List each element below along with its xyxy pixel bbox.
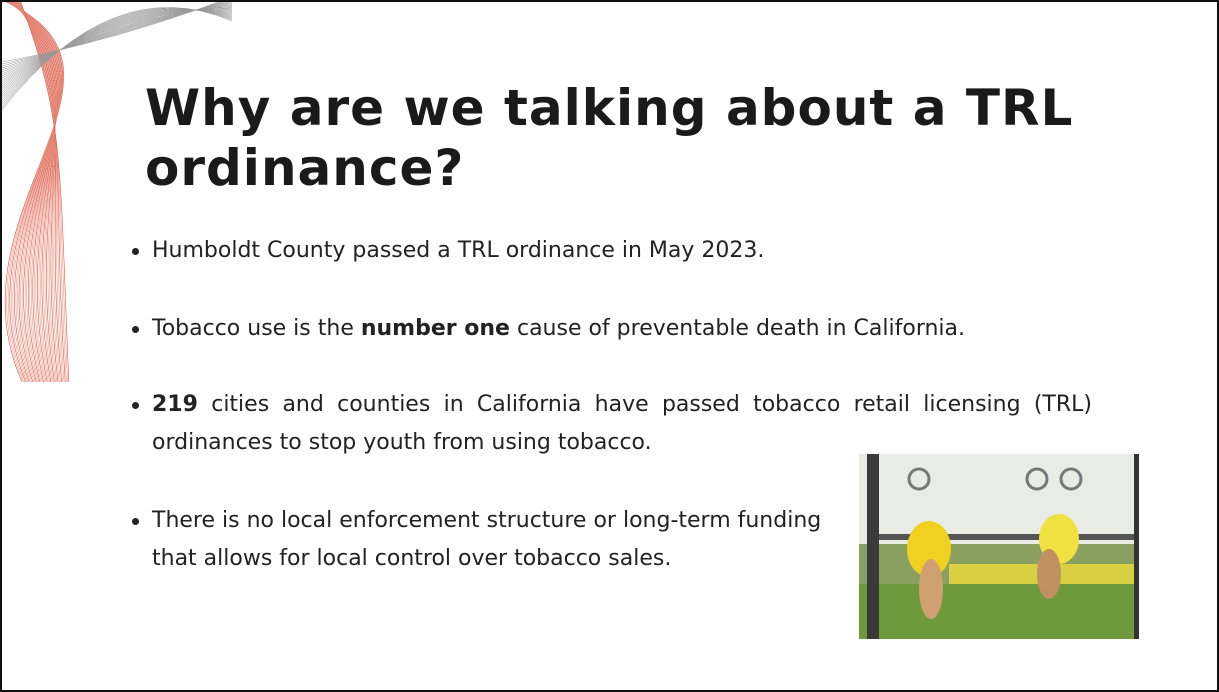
slide: Why are we talking about a TRL ordinance… (0, 0, 1219, 692)
text: There is no local enforcement structure … (152, 508, 821, 571)
text: Humboldt County passed a TRL ordinance i… (152, 238, 764, 263)
bullet: Humboldt County passed a TRL ordinance i… (130, 232, 1052, 270)
text: Tobacco use is the (152, 316, 361, 341)
photo (859, 454, 1139, 639)
bold-text: number one (361, 316, 510, 341)
text: cause of preventable death in California… (510, 316, 965, 341)
slide-title: Why are we talking about a TRL ordinance… (145, 78, 1145, 198)
text: cities and counties in California have p… (152, 392, 1092, 455)
bullet: There is no local enforcement structure … (130, 502, 842, 578)
bullet: 219 cities and counties in California ha… (130, 386, 1092, 462)
bold-text: 219 (152, 392, 198, 417)
bullet: Tobacco use is the number one cause of p… (130, 310, 1072, 348)
